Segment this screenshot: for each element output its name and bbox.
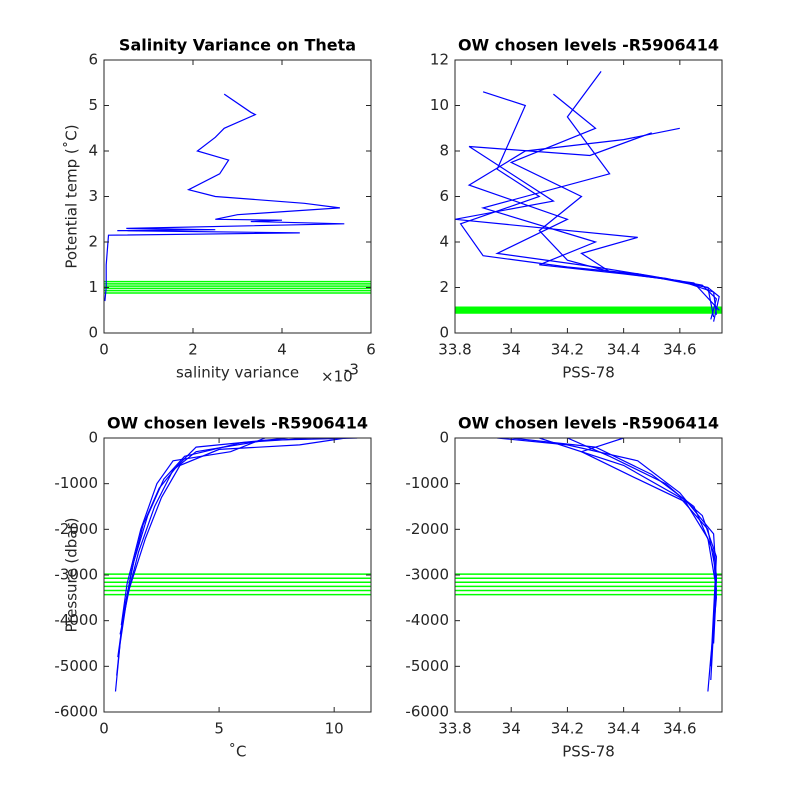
y-tick-label: -5000 — [405, 657, 449, 675]
y-tick-label: 3 — [88, 187, 98, 205]
x-tick-label: 34.6 — [663, 341, 696, 359]
y-tick-label: -2000 — [54, 520, 98, 538]
profile-line — [104, 93, 345, 302]
y-tick-label: 6 — [439, 187, 449, 205]
x-axis-label: salinity variance — [176, 364, 299, 382]
profile-line — [497, 438, 718, 681]
y-tick-label: -3000 — [405, 566, 449, 584]
x-tick-label: 34 — [502, 341, 521, 359]
x-tick-label: 34.6 — [663, 720, 696, 738]
x-tick-label: 34.2 — [551, 341, 584, 359]
profile-line — [116, 438, 289, 676]
x-axis-label: ˚C — [229, 743, 247, 761]
y-tick-label: 5 — [88, 96, 98, 114]
x-tick-label: 5 — [214, 720, 224, 738]
y-tick-label: 12 — [430, 51, 449, 69]
profile-line — [114, 438, 358, 692]
y-tick-label: 0 — [88, 324, 98, 342]
profile-line — [459, 91, 715, 318]
x-exponent: -3 — [344, 361, 359, 379]
x-tick-label: 0 — [99, 720, 109, 738]
x-tick-label: 10 — [325, 720, 344, 738]
y-tick-label: -2000 — [405, 520, 449, 538]
profile-line — [120, 438, 266, 626]
x-tick-label: 34 — [502, 720, 521, 738]
x-tick-label: 0 — [99, 341, 109, 359]
y-tick-label: 2 — [439, 278, 449, 296]
x-tick-label: 6 — [366, 341, 376, 359]
y-tick-label: -3000 — [54, 566, 98, 584]
x-tick-label: 33.8 — [438, 341, 471, 359]
x-tick-label: 2 — [188, 341, 198, 359]
profile-line — [455, 132, 720, 311]
y-tick-label: -4000 — [405, 611, 449, 629]
x-axis-label: PSS-78 — [562, 364, 615, 382]
plot-area — [104, 93, 371, 302]
y-tick-label: 0 — [88, 429, 98, 447]
y-tick-label: 0 — [439, 324, 449, 342]
y-tick-label: 0 — [439, 429, 449, 447]
x-multiplier: ×10 — [321, 368, 353, 386]
y-tick-label: 6 — [88, 51, 98, 69]
chart-title: OW chosen levels -R5906414 — [107, 414, 368, 433]
chart-title: OW chosen levels -R5906414 — [458, 36, 719, 55]
plot-area — [455, 438, 722, 692]
x-tick-label: 34.4 — [607, 341, 640, 359]
chart-title: OW chosen levels -R5906414 — [458, 414, 719, 433]
y-tick-label: 2 — [88, 233, 98, 251]
y-tick-label: -1000 — [405, 474, 449, 492]
x-tick-label: 33.8 — [438, 720, 471, 738]
x-axis-label: PSS-78 — [562, 743, 615, 761]
x-tick-label: 34.4 — [607, 720, 640, 738]
y-tick-label: 1 — [88, 278, 98, 296]
y-tick-label: 4 — [88, 142, 98, 160]
y-axis-label: Potential temp (˚C) — [63, 124, 81, 268]
y-tick-label: -1000 — [54, 474, 98, 492]
x-tick-label: 34.2 — [551, 720, 584, 738]
x-tick-label: 4 — [277, 341, 287, 359]
y-tick-label: -4000 — [54, 611, 98, 629]
y-tick-label: -6000 — [405, 703, 449, 721]
chart-title: Salinity Variance on Theta — [119, 36, 356, 55]
y-tick-label: 4 — [439, 233, 449, 251]
y-tick-label: -5000 — [54, 657, 98, 675]
y-tick-label: 10 — [430, 96, 449, 114]
y-tick-label: 8 — [439, 142, 449, 160]
plot-area — [104, 438, 371, 692]
y-axis-label: Pressure (dbar) — [63, 518, 81, 633]
y-tick-label: -6000 — [54, 703, 98, 721]
plot-area — [455, 71, 722, 322]
profile-line — [119, 438, 346, 635]
profile-line — [567, 438, 718, 667]
profile-line — [509, 93, 720, 322]
